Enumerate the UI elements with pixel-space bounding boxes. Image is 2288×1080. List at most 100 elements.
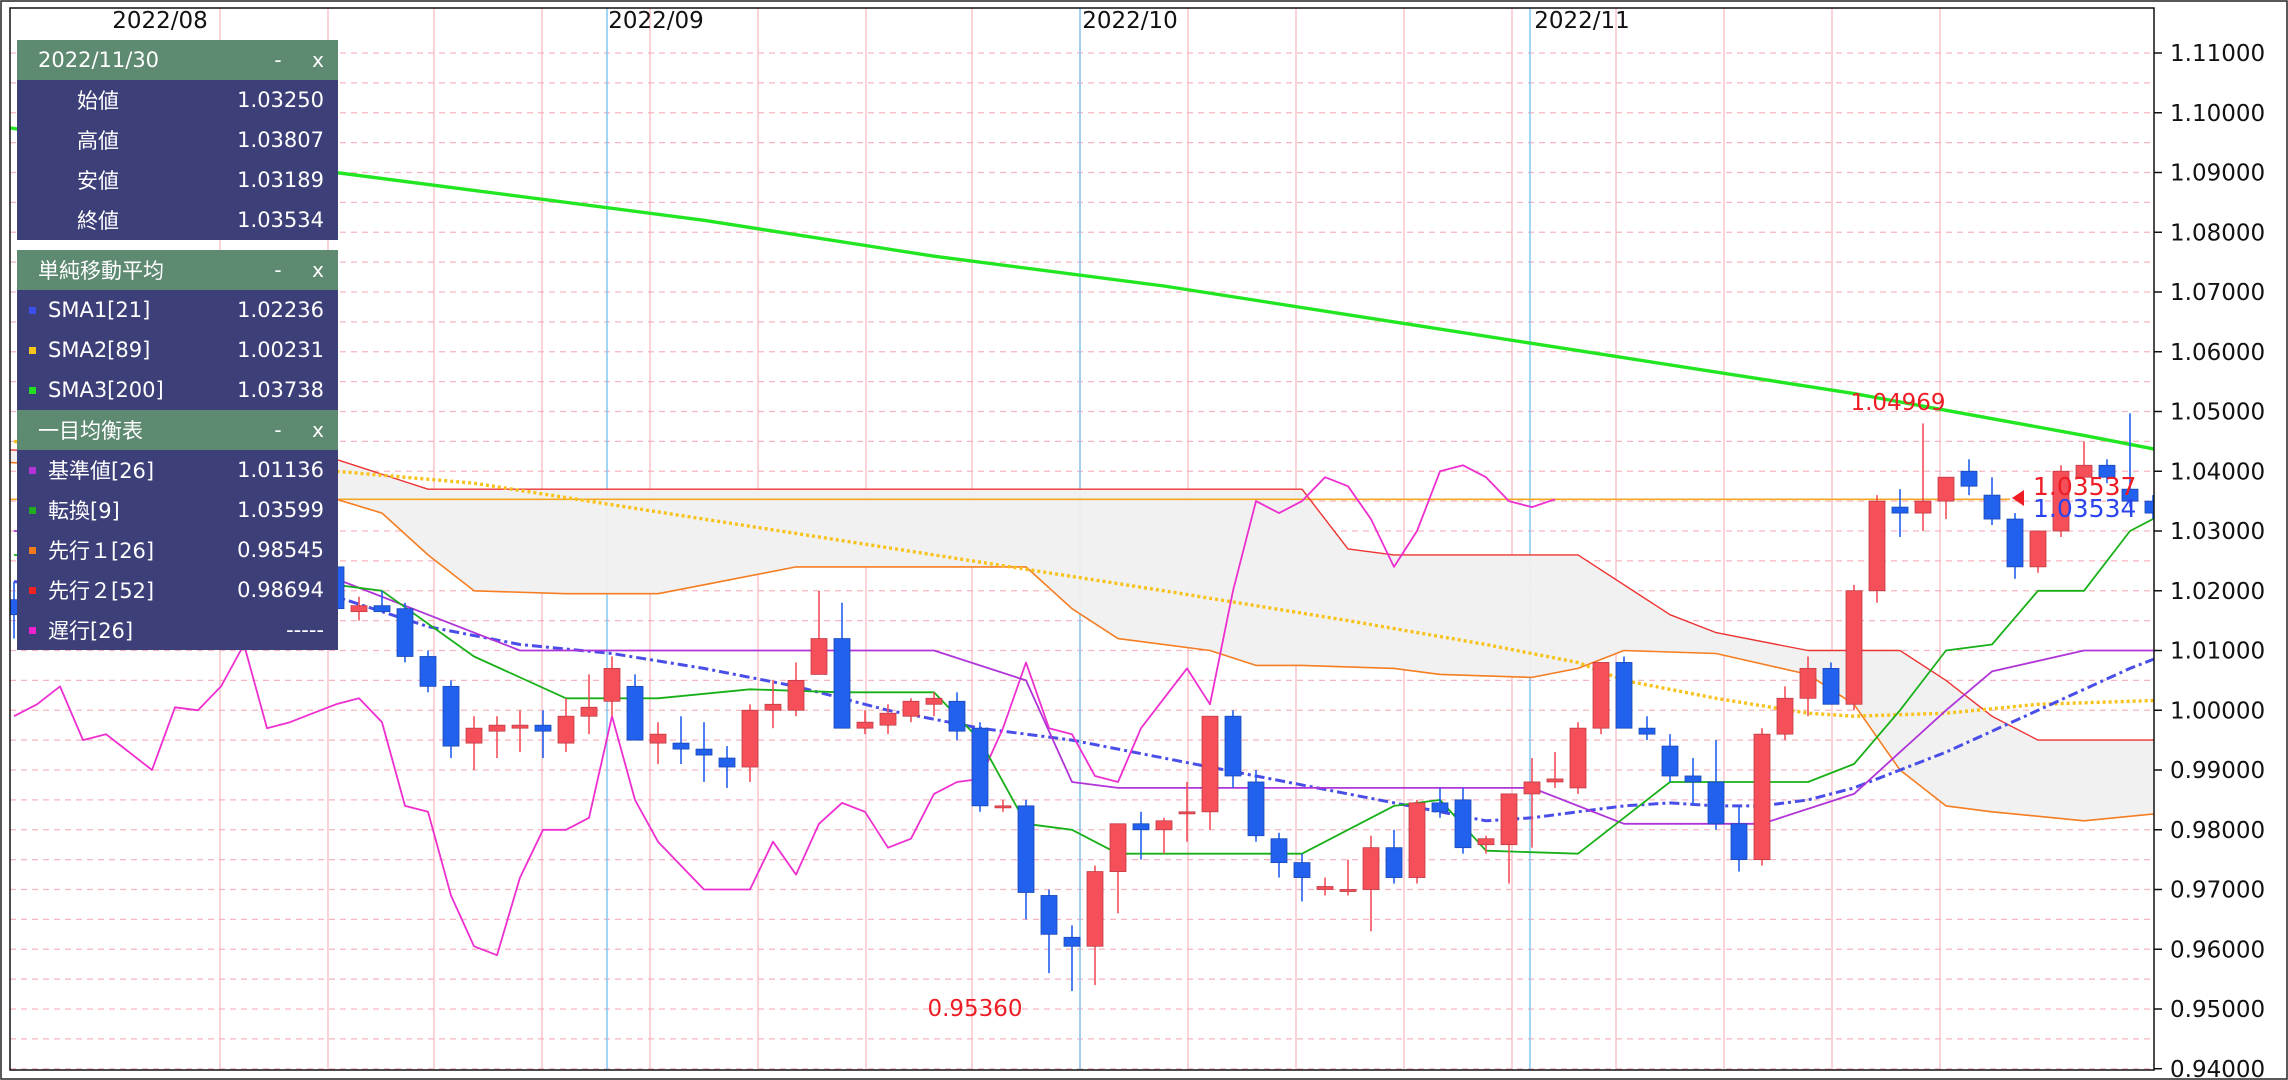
ohlc-row-high: 高値 1.03807	[17, 120, 338, 160]
candle-body	[1569, 727, 1587, 789]
candle	[511, 710, 529, 753]
candle-body	[1592, 662, 1610, 729]
grid-layer	[10, 8, 2154, 1070]
chikou-label: 遅行[26]	[48, 619, 134, 643]
close-value: 1.03534	[237, 208, 324, 232]
low-label: 安値	[77, 169, 119, 193]
candle	[833, 602, 851, 729]
candle-body	[1523, 781, 1541, 795]
candle	[1937, 476, 1955, 520]
candle-body	[1799, 668, 1817, 699]
candle	[1914, 423, 1932, 531]
candle	[879, 704, 897, 735]
x-label-oct: 2022/10	[1082, 8, 1178, 34]
sma-minimize-button[interactable]: -	[274, 258, 282, 282]
x-label-sep: 2022/09	[608, 8, 704, 34]
candle-body	[1776, 697, 1794, 735]
candle-body	[810, 638, 828, 675]
candle	[1270, 832, 1288, 878]
candle	[534, 710, 552, 759]
candle-body	[1017, 805, 1035, 893]
candle	[948, 692, 966, 741]
candle	[1477, 835, 1495, 854]
candle	[396, 602, 414, 663]
candle	[580, 674, 598, 735]
ichimoku-close-button[interactable]: x	[312, 418, 324, 442]
kijun-line	[13, 530, 2154, 825]
y-tick-label: 1.09000	[2170, 161, 2265, 187]
y-tick-label: 1.02000	[2170, 579, 2265, 605]
candle-body	[1040, 895, 1058, 935]
candle-body	[2075, 464, 2093, 478]
candle	[557, 698, 575, 753]
plot-frame	[9, 7, 2155, 1071]
candle	[649, 722, 667, 765]
candle	[2052, 465, 2070, 537]
candle	[1132, 811, 1150, 860]
candle	[350, 596, 368, 621]
candle-body	[741, 709, 759, 768]
candle	[2029, 530, 2047, 573]
candle-body	[833, 638, 851, 729]
candle	[1960, 459, 1978, 496]
candle-body	[1477, 838, 1495, 846]
candle-body	[1201, 715, 1219, 813]
low-annotation: 0.95360	[927, 996, 1022, 1022]
y-tick-label: 1.00000	[2170, 698, 2265, 724]
sma1-color-dot	[29, 306, 36, 314]
candle	[810, 590, 828, 675]
x-label-aug: 2022/08	[112, 8, 208, 34]
senkou1-label: 先行１[26]	[48, 539, 155, 563]
candle-body	[557, 715, 575, 744]
candle-body	[1914, 500, 1932, 514]
sma-panel: 単純移動平均 - x SMA1[21] 1.02236 SMA2[89] 1.0…	[17, 250, 338, 410]
y-tick-label: 1.06000	[2170, 340, 2265, 366]
candle-body	[396, 608, 414, 657]
candle-body	[626, 685, 644, 741]
candle	[1661, 734, 1679, 782]
candle-body	[1730, 823, 1748, 861]
ohlc-minimize-button[interactable]: -	[274, 48, 282, 72]
candle-body	[2121, 488, 2139, 502]
ichimoku-minimize-button[interactable]: -	[274, 418, 282, 442]
candle-body	[1385, 847, 1403, 878]
ohlc-close-button[interactable]: x	[312, 48, 324, 72]
candle-body	[695, 748, 713, 756]
candle-body	[1822, 668, 1840, 705]
ohlc-panel-header: 2022/11/30 - x	[17, 40, 338, 80]
candle	[1638, 716, 1656, 741]
candle	[1891, 489, 1909, 537]
chikou-color-dot	[29, 626, 36, 634]
sma3-line	[10, 126, 2154, 451]
candle	[1155, 817, 1173, 854]
candle	[971, 722, 989, 812]
candle-body	[465, 727, 483, 744]
candle	[465, 716, 483, 770]
ohlc-row-close: 終値 1.03534	[17, 200, 338, 240]
ichimoku-panel: 一目均衡表 - x 基準値[26] 1.01136 転換[9] 1.03599 …	[17, 410, 338, 650]
candle	[1178, 781, 1196, 842]
candle	[856, 710, 874, 735]
candle-body	[971, 727, 989, 807]
sma-close-button[interactable]: x	[312, 258, 324, 282]
candle-body	[1270, 838, 1288, 864]
candle	[1063, 925, 1081, 992]
candle	[626, 674, 644, 741]
candle-body	[1063, 936, 1081, 947]
sma-panel-header: 単純移動平均 - x	[17, 250, 338, 290]
candle-body	[764, 703, 782, 711]
chikou-line	[13, 464, 1556, 957]
candle	[1431, 787, 1449, 818]
candle	[1339, 859, 1357, 896]
candle	[2006, 513, 2024, 579]
sma3-value: 1.03738	[237, 378, 324, 402]
sma-panel-title: 単純移動平均	[38, 259, 164, 283]
kijun-value: 1.01136	[237, 458, 324, 482]
candle	[1776, 686, 1794, 741]
candle-body	[534, 724, 552, 732]
candle-body	[350, 605, 368, 613]
candle	[1546, 752, 1564, 788]
candle	[741, 704, 759, 782]
